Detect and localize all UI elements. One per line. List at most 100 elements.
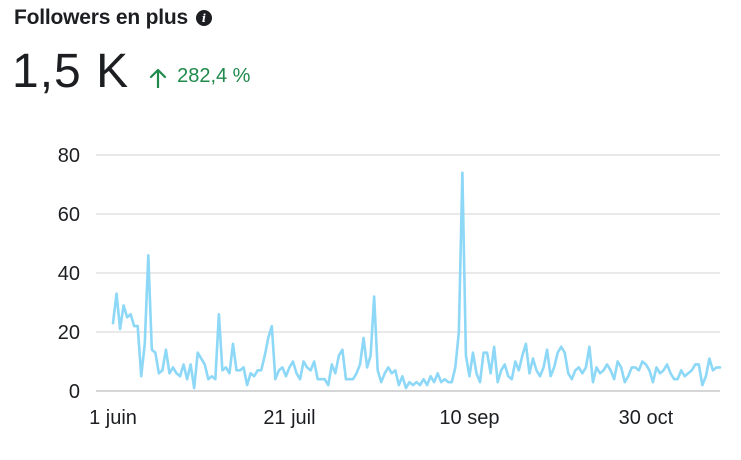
data-point[interactable] [146, 253, 151, 258]
data-point[interactable] [520, 353, 525, 358]
data-point[interactable] [368, 353, 373, 358]
data-point[interactable] [121, 303, 126, 308]
data-point[interactable] [523, 341, 528, 346]
data-point[interactable] [583, 365, 588, 370]
data-point[interactable] [435, 371, 440, 376]
data-point[interactable] [516, 368, 521, 373]
data-point[interactable] [608, 368, 613, 373]
data-point[interactable] [375, 368, 380, 373]
data-point[interactable] [689, 368, 694, 373]
data-point[interactable] [499, 368, 504, 373]
data-point[interactable] [587, 344, 592, 349]
data-point[interactable] [139, 374, 144, 379]
data-point[interactable] [361, 335, 366, 340]
data-point[interactable] [396, 383, 401, 388]
data-point[interactable] [322, 377, 327, 382]
data-point[interactable] [266, 335, 271, 340]
data-point[interactable] [354, 371, 359, 376]
data-point[interactable] [580, 371, 585, 376]
data-point[interactable] [382, 371, 387, 376]
data-point[interactable] [700, 383, 705, 388]
data-point[interactable] [308, 368, 313, 373]
data-point[interactable] [425, 383, 430, 388]
data-point[interactable] [601, 368, 606, 373]
data-point[interactable] [163, 347, 168, 352]
data-point[interactable] [650, 380, 655, 385]
data-point[interactable] [654, 365, 659, 370]
data-point[interactable] [213, 377, 218, 382]
data-point[interactable] [230, 341, 235, 346]
data-point[interactable] [280, 365, 285, 370]
data-point[interactable] [467, 374, 472, 379]
data-point[interactable] [485, 350, 490, 355]
data-point[interactable] [538, 374, 543, 379]
data-point[interactable] [192, 386, 197, 391]
info-icon[interactable]: i [195, 10, 212, 26]
data-point[interactable] [350, 377, 355, 382]
data-point[interactable] [428, 374, 433, 379]
data-point[interactable] [463, 353, 468, 358]
data-point[interactable] [513, 359, 518, 364]
data-point[interactable] [559, 344, 564, 349]
data-point[interactable] [665, 362, 670, 367]
data-point[interactable] [548, 374, 553, 379]
data-point[interactable] [340, 347, 345, 352]
data-point[interactable] [326, 383, 331, 388]
data-point[interactable] [527, 371, 532, 376]
data-point[interactable] [460, 170, 465, 175]
data-point[interactable] [245, 383, 250, 388]
data-point[interactable] [509, 377, 514, 382]
data-point[interactable] [365, 365, 370, 370]
data-point[interactable] [329, 362, 334, 367]
data-point[interactable] [273, 377, 278, 382]
data-point[interactable] [470, 350, 475, 355]
data-point[interactable] [199, 356, 204, 361]
data-point[interactable] [594, 365, 599, 370]
data-point[interactable] [495, 380, 500, 385]
data-point[interactable] [545, 347, 550, 352]
data-point[interactable] [707, 356, 712, 361]
data-point[interactable] [181, 362, 186, 367]
data-point[interactable] [358, 362, 363, 367]
data-point[interactable] [421, 377, 426, 382]
data-point[interactable] [478, 380, 483, 385]
data-point[interactable] [195, 350, 200, 355]
data-point[interactable] [668, 371, 673, 376]
data-point[interactable] [128, 312, 133, 317]
data-point[interactable] [643, 362, 648, 367]
data-point[interactable] [605, 362, 610, 367]
data-point[interactable] [418, 383, 423, 388]
data-point[interactable] [453, 365, 458, 370]
data-point[interactable] [135, 324, 140, 329]
data-point[interactable] [456, 330, 461, 335]
data-point[interactable] [566, 371, 571, 376]
data-point[interactable] [160, 368, 165, 373]
data-point[interactable] [555, 350, 560, 355]
data-point[interactable] [216, 312, 221, 317]
data-point[interactable] [227, 371, 232, 376]
data-point[interactable] [626, 374, 631, 379]
data-point[interactable] [449, 380, 454, 385]
data-point[interactable] [661, 368, 666, 373]
data-point[interactable] [298, 377, 303, 382]
data-point[interactable] [142, 341, 147, 346]
data-point[interactable] [474, 371, 479, 376]
data-point[interactable] [223, 365, 228, 370]
data-point[interactable] [576, 365, 581, 370]
data-point[interactable] [262, 353, 267, 358]
data-point[interactable] [170, 365, 175, 370]
data-point[interactable] [569, 377, 574, 382]
data-point[interactable] [534, 368, 539, 373]
data-point[interactable] [615, 359, 620, 364]
data-point[interactable] [294, 371, 299, 376]
data-point[interactable] [283, 374, 288, 379]
data-point[interactable] [590, 380, 595, 385]
data-point[interactable] [502, 362, 507, 367]
data-point[interactable] [111, 321, 116, 326]
data-point[interactable] [675, 377, 680, 382]
data-point[interactable] [636, 368, 641, 373]
data-point[interactable] [252, 374, 257, 379]
data-point[interactable] [393, 368, 398, 373]
data-point[interactable] [696, 362, 701, 367]
data-point[interactable] [703, 374, 708, 379]
